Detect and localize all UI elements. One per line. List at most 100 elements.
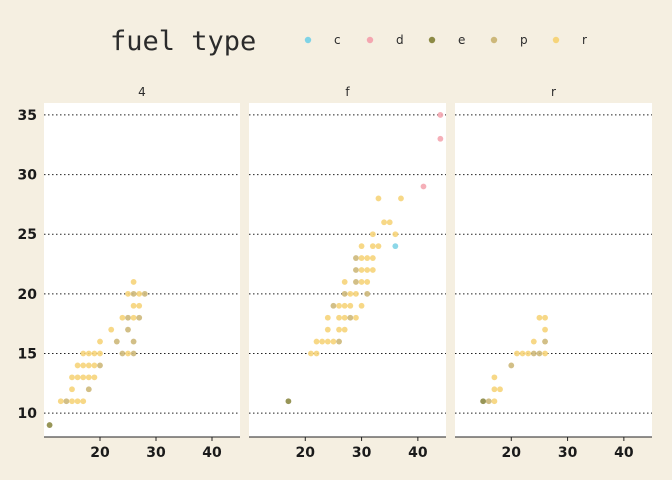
point-r — [353, 290, 359, 297]
point-r — [324, 326, 331, 333]
point-p — [130, 350, 137, 357]
legend-label-d: d — [396, 33, 404, 47]
point-c — [392, 243, 399, 250]
point-p — [63, 398, 70, 405]
point-r — [358, 255, 365, 261]
point-r — [369, 267, 376, 273]
point-r — [341, 302, 348, 309]
point-r — [80, 398, 87, 405]
point-r — [324, 338, 331, 345]
point-r — [341, 279, 348, 285]
point-r — [313, 338, 320, 345]
point-r — [386, 219, 393, 226]
point-p — [508, 362, 515, 369]
point-r — [330, 338, 337, 345]
point-r — [398, 195, 404, 202]
point-r — [108, 326, 115, 333]
point-r — [97, 338, 103, 345]
point-r — [336, 326, 342, 333]
point-r — [80, 362, 87, 369]
point-r — [319, 338, 326, 345]
point-p — [347, 314, 354, 321]
legend-label-p: p — [520, 33, 528, 47]
y-tick-label: 20 — [18, 287, 38, 303]
point-r — [514, 350, 520, 357]
point-r — [353, 314, 359, 321]
point-r — [358, 302, 365, 309]
legend-title: fuel type — [110, 26, 256, 57]
point-r — [85, 350, 92, 357]
point-r — [369, 231, 376, 238]
point-r — [74, 374, 81, 381]
panel-background — [455, 103, 652, 437]
point-r — [69, 386, 75, 393]
point-d — [437, 112, 444, 118]
panel-background — [44, 103, 240, 437]
point-r — [130, 302, 137, 309]
point-r — [530, 338, 537, 345]
point-p — [336, 338, 342, 345]
point-p — [530, 350, 537, 357]
point-r — [369, 255, 376, 261]
point-r — [91, 350, 98, 357]
strip-label-r: r — [551, 85, 556, 99]
point-r — [85, 362, 92, 369]
point-r — [358, 279, 365, 285]
point-p — [542, 338, 548, 345]
x-tick-label: 40 — [202, 445, 222, 461]
point-r — [74, 398, 81, 405]
point-p — [125, 326, 131, 333]
point-r — [119, 314, 126, 321]
point-r — [130, 314, 137, 321]
legend-key-e — [428, 36, 436, 44]
point-e — [46, 422, 53, 428]
panel-f: f 20 30 40 — [249, 85, 446, 461]
point-r — [341, 326, 348, 333]
strip-label-f: f — [345, 85, 350, 99]
point-p — [125, 314, 131, 321]
x-tick-label: 40 — [614, 445, 634, 461]
point-r — [136, 290, 143, 297]
point-p — [341, 290, 348, 297]
point-p — [136, 314, 143, 321]
point-r — [91, 362, 98, 369]
point-p — [536, 350, 543, 357]
legend-key-r — [552, 36, 560, 44]
x-tick-label: 30 — [558, 445, 578, 461]
point-p — [353, 279, 359, 285]
point-r — [136, 302, 143, 309]
point-r — [69, 398, 75, 405]
point-r — [364, 267, 371, 273]
point-r — [336, 314, 342, 321]
point-p — [130, 338, 137, 345]
legend-label-e: e — [458, 33, 465, 47]
x-tick-label: 20 — [296, 445, 316, 461]
point-r — [491, 386, 498, 393]
legend-key-d — [366, 36, 374, 44]
point-r — [542, 314, 548, 321]
point-r — [336, 302, 342, 309]
point-r — [364, 279, 371, 285]
point-r — [542, 326, 548, 333]
point-r — [491, 398, 498, 405]
x-tick-label: 20 — [502, 445, 522, 461]
legend-key-p — [490, 36, 498, 44]
point-r — [358, 267, 365, 273]
point-r — [308, 350, 314, 357]
point-d — [420, 183, 427, 190]
point-r — [125, 290, 131, 297]
point-d — [437, 135, 444, 142]
x-tick-label: 20 — [90, 445, 110, 461]
point-r — [375, 195, 382, 202]
point-e — [285, 398, 292, 405]
point-p — [130, 290, 137, 297]
point-p — [485, 398, 492, 405]
point-p — [141, 290, 148, 297]
panel-r: r 20 30 40 — [455, 85, 652, 461]
x-tick-label: 30 — [146, 445, 166, 461]
point-r — [536, 314, 543, 321]
legend-key-c — [304, 36, 312, 44]
point-r — [364, 255, 371, 261]
y-tick-label: 30 — [18, 168, 38, 184]
